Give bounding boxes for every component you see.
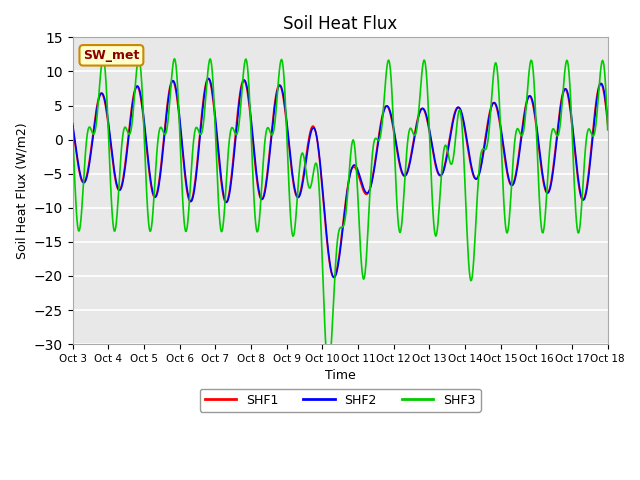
SHF3 [217,226,225,232]
Line: SHF1: SHF1 [72,79,608,277]
SHF2 [68,120,76,126]
Legend: SHF1, SHF2, SHF3: SHF1, SHF2, SHF3 [200,388,481,411]
SHF2 [134,83,141,89]
SHF3 [406,125,414,131]
SHF3 [604,127,612,133]
Text: SW_met: SW_met [83,49,140,62]
SHF2 [217,170,225,176]
Y-axis label: Soil Heat Flux (W/m2): Soil Heat Flux (W/m2) [15,122,28,259]
SHF2 [78,178,86,184]
SHF1 [330,274,338,280]
SHF1 [188,197,195,203]
Line: SHF2: SHF2 [72,78,608,277]
SHF3 [78,200,86,206]
SHF1 [78,179,86,184]
SHF2 [604,116,612,122]
SHF2 [188,198,195,204]
SHF1 [217,175,225,180]
SHF3 [134,57,142,63]
X-axis label: Time: Time [324,370,355,383]
SHF2 [205,75,212,81]
SHF1 [204,76,212,82]
SHF3 [422,67,430,73]
SHF3 [68,125,76,131]
SHF2 [422,111,430,117]
SHF1 [68,124,76,130]
Title: Soil Heat Flux: Soil Heat Flux [283,15,397,33]
Line: SHF3: SHF3 [72,59,608,369]
SHF2 [406,157,414,163]
SHF3 [189,152,196,158]
SHF1 [422,113,430,119]
SHF3 [324,366,332,372]
SHF1 [604,121,612,127]
SHF1 [406,155,414,161]
SHF2 [330,275,338,280]
SHF3 [99,56,107,61]
SHF1 [134,84,141,89]
